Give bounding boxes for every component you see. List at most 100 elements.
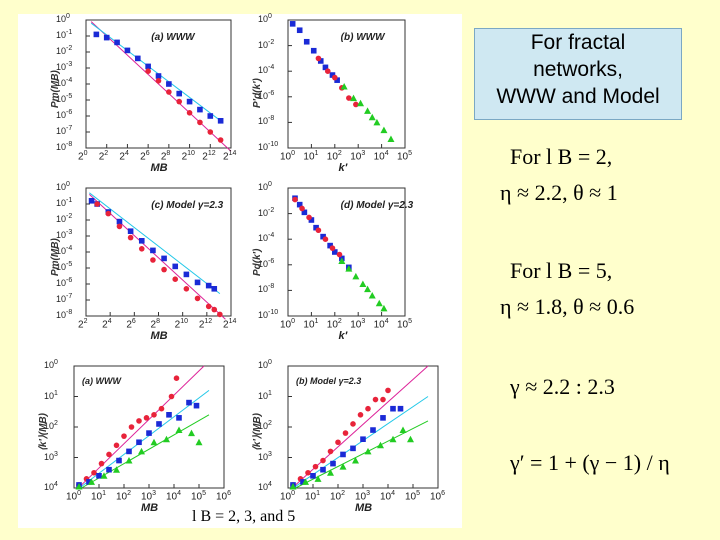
y-axis-label: Pd(k′): [252, 248, 263, 276]
data-point-red: [136, 418, 142, 424]
x-axis-label: k′: [338, 330, 348, 342]
data-point-blue: [116, 457, 122, 464]
y-axis-label: ⟨k′⟩(MB): [38, 413, 49, 451]
x-tick-label: 104: [373, 150, 389, 163]
x-tick-label: 103: [355, 490, 371, 503]
y-tick-label: 10-10: [258, 309, 279, 320]
data-point-red: [127, 234, 134, 241]
data-point-green: [339, 463, 347, 470]
data-point-red: [299, 205, 305, 212]
chart-d: 100 101 102 103 104 105 100 10-2 10-4 10-6 10-8 10-…: [252, 181, 413, 342]
chart-b-svg: [287, 19, 406, 149]
y-tick-label: 10-8: [56, 309, 73, 320]
y-tick-label: 10-8: [258, 115, 275, 127]
data-point-blue: [86, 479, 92, 485]
chart-title: (a) WWW: [82, 376, 121, 386]
y-tick-label: 10-6: [258, 89, 275, 101]
data-point-green: [113, 466, 120, 473]
caption-lb-values: l B = 2, 3, and 5: [192, 508, 296, 526]
data-point-blue: [166, 412, 172, 418]
data-point-blue: [176, 90, 183, 97]
chart-d-svg: [287, 187, 406, 317]
data-point-blue: [310, 47, 317, 54]
data-point-blue: [136, 439, 142, 446]
data-point-green: [340, 83, 348, 90]
data-point-green: [368, 113, 376, 121]
data-point-red: [194, 295, 201, 302]
y-tick-label: 102: [258, 420, 272, 431]
data-point-red: [312, 463, 319, 470]
data-point-blue: [334, 77, 340, 83]
data-point-red: [292, 196, 298, 203]
data-point-blue: [289, 21, 296, 27]
fit-line-cyan: [90, 22, 221, 122]
data-point-red: [172, 276, 179, 282]
data-point-blue: [146, 430, 152, 436]
x-tick-label: 106: [430, 490, 446, 503]
data-point-green: [350, 94, 358, 102]
data-point-blue: [217, 118, 224, 124]
data-point-red: [145, 68, 151, 74]
data-point-red: [121, 433, 127, 439]
x-tick-label: 103: [141, 490, 157, 503]
data-point-red: [327, 448, 334, 455]
data-point-green: [352, 457, 359, 464]
x-tick-label: 103: [350, 150, 366, 163]
data-point-red: [151, 412, 157, 418]
data-point-blue: [211, 286, 218, 292]
data-point-blue: [303, 38, 310, 45]
data-point-blue: [116, 218, 123, 225]
y-tick-label: 100: [44, 359, 58, 370]
data-point-blue: [126, 448, 132, 455]
data-point-green: [75, 482, 83, 490]
x-tick-label: 24: [119, 150, 129, 163]
data-point-green: [375, 299, 383, 307]
data-point-blue: [103, 34, 110, 41]
data-point-red: [346, 95, 352, 101]
data-point-blue: [310, 473, 316, 479]
data-point-green: [389, 435, 397, 443]
data-point-blue: [320, 233, 326, 240]
callout-box: For fractal networks, WWW and Model: [474, 28, 682, 120]
figure-panel: [18, 14, 462, 528]
y-tick-label: 103: [258, 450, 272, 462]
y-tick-label: 10-5: [56, 261, 73, 272]
data-point-blue: [296, 27, 303, 34]
data-point-red: [335, 439, 341, 446]
data-point-blue: [176, 415, 182, 421]
x-tick-label: 214: [223, 150, 237, 163]
data-point-blue: [317, 58, 324, 64]
data-point-blue: [380, 415, 386, 421]
fit-line-cyan: [81, 390, 210, 487]
x-tick-label: 210: [181, 150, 195, 163]
data-point-green: [380, 126, 388, 134]
data-point-blue: [329, 72, 336, 78]
data-point-red: [211, 306, 218, 313]
data-point-blue: [360, 436, 366, 442]
data-point-red: [372, 396, 379, 403]
data-point-blue: [322, 64, 329, 71]
data-point-blue: [88, 198, 95, 204]
data-point-red: [322, 236, 329, 242]
y-tick-label: 100: [258, 359, 272, 370]
y-tick-label: 10-7: [56, 125, 73, 136]
data-point-red: [350, 421, 356, 427]
fit-line-magenta: [89, 194, 226, 320]
x-tick-label: 101: [303, 318, 319, 331]
data-point-blue: [155, 73, 162, 79]
y-tick-label: 10-2: [56, 45, 73, 56]
data-point-red: [217, 311, 223, 318]
chart-title: (b) Model γ=2.3: [296, 376, 362, 386]
x-tick-label: 105: [191, 490, 207, 503]
data-point-green: [338, 257, 346, 264]
data-point-blue: [197, 106, 203, 113]
x-tick-label: 24: [102, 318, 112, 331]
data-point-blue: [186, 399, 192, 406]
y-tick-label: 10-2: [258, 38, 275, 50]
data-point-blue: [320, 466, 326, 473]
equation-1: For l B = 2,: [510, 144, 613, 169]
y-tick-label: 10-2: [258, 206, 275, 218]
y-axis-label: Pm(MB): [50, 70, 61, 108]
data-point-red: [336, 251, 343, 258]
data-point-red: [385, 387, 391, 394]
